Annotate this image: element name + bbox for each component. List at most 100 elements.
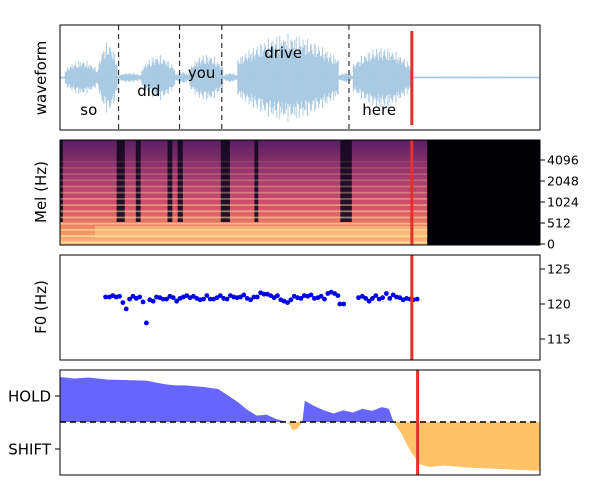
- f0-point: [366, 298, 372, 304]
- mel-gap: [340, 140, 352, 222]
- f0-point: [164, 296, 169, 302]
- mel-harmonic: [60, 216, 428, 219]
- f0-point: [363, 296, 369, 301]
- f0-point: [241, 292, 247, 298]
- mel-ytick-label: 4096: [547, 153, 579, 168]
- f0-point: [414, 296, 420, 302]
- mel-ytick-label: 0: [547, 237, 555, 252]
- f0-point: [308, 292, 314, 298]
- mel-harmonic: [60, 179, 428, 182]
- f0-point: [160, 296, 166, 302]
- f0-point: [144, 320, 149, 326]
- f0-point: [285, 300, 290, 305]
- mel-ytick-label: 2048: [547, 174, 579, 189]
- f0-point: [207, 296, 213, 302]
- turn-panel: HOLD SHIFT: [8, 369, 541, 476]
- f0-ylabel: F0 (Hz): [32, 280, 50, 334]
- f0-point: [140, 299, 146, 305]
- f0-point: [380, 295, 385, 301]
- f0-ytick-label: 115: [547, 332, 571, 347]
- f0-point: [251, 294, 257, 300]
- hold-area-2: [302, 400, 394, 422]
- f0-point: [373, 293, 379, 298]
- mel-harmonic: [60, 222, 428, 225]
- f0-point: [370, 296, 375, 301]
- mel-harmonic: [60, 185, 428, 188]
- f0-point: [387, 296, 393, 301]
- mel-ylabel: Mel (Hz): [32, 161, 50, 223]
- mel-harmonic: [60, 198, 428, 200]
- f0-panel: F0 (Hz) 115 120 125: [32, 254, 571, 361]
- word-label: you: [188, 64, 216, 82]
- turn-axes: [59, 369, 541, 476]
- mel-gap: [60, 140, 63, 222]
- mel-harmonic: [60, 191, 428, 194]
- f0-point: [298, 296, 304, 301]
- mel-yticks: 0 512 1024 2048 4096: [540, 153, 579, 252]
- mel-harmonic: [60, 160, 428, 163]
- f0-point: [123, 306, 129, 312]
- f0-point: [150, 298, 156, 304]
- turn-yticks: HOLD SHIFT: [8, 388, 60, 459]
- mel-gap: [135, 140, 141, 222]
- turn-ytick-label: HOLD: [8, 388, 51, 406]
- mel-lowband: [95, 226, 428, 238]
- f0-yticks: 115 120 125: [540, 262, 571, 347]
- mel-panel: Mel (Hz) 0 512 1024 2048 4096: [32, 139, 579, 252]
- mel-harmonic: [60, 241, 428, 244]
- mel-gap: [254, 140, 259, 222]
- f0-point: [224, 296, 230, 302]
- f0-point: [248, 297, 253, 303]
- waveform-ylabel: waveform: [32, 41, 50, 116]
- f0-point: [120, 300, 126, 305]
- mel-gap: [177, 140, 183, 222]
- waveform-panel: waveform so did you drive here: [32, 24, 541, 131]
- word-label: did: [137, 82, 160, 100]
- f0-point: [335, 293, 341, 298]
- mel-gap: [167, 140, 173, 222]
- turn-ytick-label: SHIFT: [8, 441, 52, 459]
- f0-point: [103, 294, 108, 300]
- f0-point: [174, 298, 180, 304]
- f0-ytick-label: 125: [547, 262, 571, 277]
- mel-ytick-label: 1024: [547, 195, 579, 210]
- shift-area: [288, 422, 540, 471]
- word-labels: so did you drive here: [80, 44, 396, 119]
- mel-axes: [59, 139, 541, 246]
- f0-axes: [59, 254, 541, 361]
- f0-point: [341, 301, 347, 307]
- f0-point: [275, 293, 280, 298]
- f0-points: [103, 289, 420, 326]
- word-label: so: [80, 101, 97, 119]
- word-label: drive: [264, 44, 302, 62]
- mel-harmonic: [60, 167, 428, 169]
- f0-point: [288, 297, 294, 303]
- mel-harmonic: [60, 173, 428, 175]
- f0-ytick-label: 120: [547, 297, 571, 312]
- f0-point: [217, 293, 223, 298]
- f0-point: [337, 301, 343, 307]
- hold-area: [60, 376, 286, 422]
- mel-ytick-label: 512: [547, 216, 571, 231]
- f0-point: [261, 291, 267, 297]
- f0-point: [204, 293, 210, 298]
- f0-point: [384, 291, 389, 296]
- f0-point: [322, 296, 327, 302]
- mel-harmonic: [60, 210, 428, 213]
- f0-point: [170, 295, 176, 301]
- f0-point: [318, 293, 324, 299]
- f0-point: [117, 293, 122, 299]
- mel-spectrogram: [60, 140, 428, 245]
- f0-point: [254, 294, 260, 300]
- waveform-axes: [59, 24, 541, 131]
- mel-gap: [220, 140, 230, 222]
- f0-point: [356, 295, 361, 301]
- mel-harmonic: [60, 204, 428, 206]
- f0-point: [201, 296, 206, 302]
- word-label: here: [362, 101, 396, 119]
- f0-point: [137, 294, 143, 300]
- mel-gap: [116, 140, 125, 222]
- f0-point: [127, 296, 132, 302]
- waveform-trace: [59, 33, 541, 122]
